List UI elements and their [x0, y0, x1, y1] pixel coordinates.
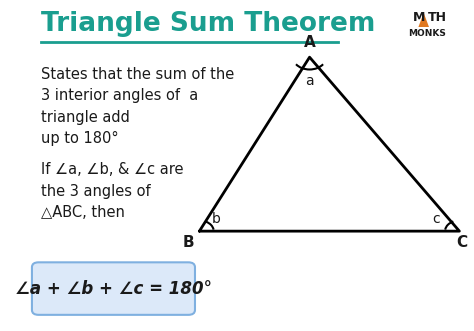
Text: △ABC, then: △ABC, then [41, 205, 125, 220]
Text: triangle add: triangle add [41, 110, 129, 125]
Text: MONKS: MONKS [408, 29, 446, 38]
Text: up to 180°: up to 180° [41, 131, 118, 146]
Text: TH: TH [428, 11, 447, 24]
Text: B: B [182, 235, 194, 250]
Text: C: C [456, 235, 467, 250]
Text: States that the sum of the: States that the sum of the [41, 67, 234, 82]
FancyBboxPatch shape [32, 262, 195, 315]
Polygon shape [419, 13, 429, 27]
Text: A: A [304, 35, 315, 50]
Text: b: b [212, 212, 220, 226]
Text: a: a [305, 74, 314, 88]
Text: the 3 angles of: the 3 angles of [41, 184, 150, 199]
Text: ∠a + ∠b + ∠c = 180°: ∠a + ∠b + ∠c = 180° [15, 280, 212, 298]
Text: Triangle Sum Theorem: Triangle Sum Theorem [41, 11, 375, 37]
Text: If ∠a, ∠b, & ∠c are: If ∠a, ∠b, & ∠c are [41, 162, 183, 177]
Text: M: M [413, 11, 426, 24]
Text: c: c [433, 212, 440, 226]
Text: 3 interior angles of  a: 3 interior angles of a [41, 88, 198, 103]
